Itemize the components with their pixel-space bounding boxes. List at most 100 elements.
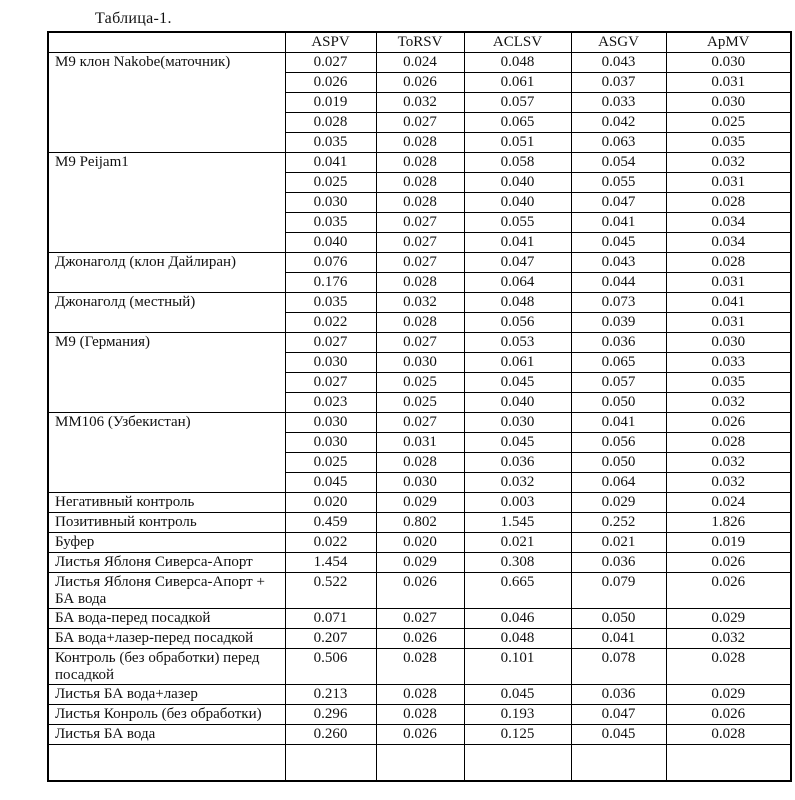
value-cell: 0.031 — [665, 312, 792, 333]
table-row: 0.027 0.025 0.045 0.057 0.035 — [48, 372, 792, 393]
value-cell: 0.036 — [463, 452, 572, 473]
value-cell: 0.030 — [284, 352, 377, 373]
value-cell: 0.027 — [375, 252, 465, 273]
value-cell: 0.308 — [463, 552, 572, 573]
column-header: ApMV — [665, 31, 792, 53]
value-cell: 0.031 — [665, 272, 792, 293]
value-cell: 0.031 — [665, 172, 792, 193]
page-title: Таблица-1. — [95, 10, 172, 27]
table-row: 0.040 0.027 0.041 0.045 0.034 — [48, 232, 792, 253]
value-cell: 0.028 — [375, 272, 465, 293]
value-cell: 0.041 — [665, 292, 792, 313]
value-cell: 0.036 — [570, 552, 667, 573]
row-label: Листья Яблоня Сиверса-Апорт + БА вода — [47, 572, 286, 609]
value-cell: 0.055 — [570, 172, 667, 193]
table-row: 0.030 0.030 0.061 0.065 0.033 — [48, 352, 792, 373]
table-row: Буфер 0.022 0.020 0.021 0.021 0.019 — [47, 532, 792, 553]
value-cell: 0.050 — [570, 452, 667, 473]
value-cell: 0.034 — [665, 212, 792, 233]
value-cell: 0.054 — [570, 152, 667, 173]
table-row: 0.035 0.028 0.051 0.063 0.035 — [48, 132, 792, 153]
value-cell: 0.043 — [570, 252, 667, 273]
table-row: Листья БА вода 0.260 0.026 0.125 0.045 0.028 — [47, 724, 792, 745]
table-row — [47, 744, 792, 782]
value-cell: 0.022 — [284, 312, 377, 333]
table-row: Контроль (без обработки) перед посадкой 0… — [47, 648, 792, 685]
value-cell: 0.040 — [463, 172, 572, 193]
value-cell: 0.056 — [463, 312, 572, 333]
row-label: Позитивный контроль — [47, 512, 286, 533]
value-cell: 0.057 — [570, 372, 667, 393]
value-cell: 0.260 — [284, 724, 377, 745]
value-cell: 0.047 — [463, 252, 572, 273]
value-cell: 0.506 — [284, 648, 377, 685]
column-header — [47, 31, 286, 53]
column-header: ToRSV — [375, 31, 465, 53]
value-cell — [570, 744, 667, 782]
value-cell: 0.665 — [463, 572, 572, 609]
row-label: Негативный контроль — [47, 492, 286, 513]
value-cell — [463, 744, 572, 782]
value-cell: 0.028 — [375, 152, 465, 173]
value-cell: 0.047 — [570, 704, 667, 725]
value-cell: 0.125 — [463, 724, 572, 745]
table-row: БА вода-перед посадкой 0.071 0.027 0.046 0.0… — [47, 608, 792, 629]
value-cell: 0.065 — [570, 352, 667, 373]
table-row: Джонаголд (местный) 0.035 0.032 0.048 0.073 0… — [47, 292, 792, 333]
value-cell: 0.030 — [665, 52, 792, 73]
value-cell: 0.064 — [463, 272, 572, 293]
value-cell — [665, 744, 792, 782]
value-cell: 0.029 — [665, 608, 792, 629]
column-header: ASGV — [570, 31, 667, 53]
value-cell: 0.029 — [570, 492, 667, 513]
value-cell: 0.026 — [284, 72, 377, 93]
table-row: 0.025 0.028 0.036 0.050 0.032 — [48, 452, 792, 473]
value-cell: 0.028 — [665, 648, 792, 685]
table-row: М9 (Германия) 0.027 0.027 0.053 0.036 0.030 — [47, 332, 792, 413]
value-cell: 0.031 — [665, 72, 792, 93]
value-cell: 0.028 — [665, 432, 792, 453]
row-label: БА вода+лазер-перед посадкой — [47, 628, 286, 649]
value-cell: 0.027 — [284, 332, 377, 353]
value-cell: 0.025 — [375, 372, 465, 393]
value-cell: 0.036 — [570, 684, 667, 705]
value-cell: 0.028 — [375, 648, 465, 685]
value-cell: 0.252 — [570, 512, 667, 533]
value-cell: 0.073 — [570, 292, 667, 313]
value-cell: 0.802 — [375, 512, 465, 533]
value-cell: 0.026 — [665, 552, 792, 573]
value-cell: 0.028 — [375, 704, 465, 725]
value-cell — [284, 744, 377, 782]
value-cell: 0.032 — [665, 472, 792, 493]
value-cell: 0.039 — [570, 312, 667, 333]
table-row: БА вода+лазер-перед посадкой 0.207 0.026 0.… — [47, 628, 792, 649]
value-cell: 0.040 — [284, 232, 377, 253]
column-header: ASPV — [284, 31, 377, 53]
value-cell: 0.030 — [375, 352, 465, 373]
value-cell: 0.021 — [463, 532, 572, 553]
value-cell: 0.522 — [284, 572, 377, 609]
value-cell: 0.019 — [665, 532, 792, 553]
value-cell: 0.020 — [375, 532, 465, 553]
row-label: М9 клон Nakobe(маточник) — [47, 52, 286, 153]
value-cell: 1.454 — [284, 552, 377, 573]
value-cell: 0.032 — [665, 452, 792, 473]
value-cell: 0.045 — [570, 724, 667, 745]
header-row: ASPV ToRSV ACLSV ASGV ApMV — [47, 31, 792, 53]
value-cell: 0.043 — [570, 52, 667, 73]
table-row: Листья Яблоня Сиверса-Апорт 1.454 0.029 0.3… — [47, 552, 792, 573]
value-cell: 0.213 — [284, 684, 377, 705]
value-cell: 0.041 — [463, 232, 572, 253]
value-cell: 0.026 — [665, 412, 792, 433]
value-cell: 0.028 — [375, 172, 465, 193]
value-cell: 0.027 — [284, 52, 377, 73]
value-cell: 0.022 — [284, 532, 377, 553]
value-cell: 0.031 — [375, 432, 465, 453]
row-label: Листья БА вода+лазер — [47, 684, 286, 705]
value-cell: 0.024 — [665, 492, 792, 513]
value-cell: 0.176 — [284, 272, 377, 293]
row-label: М9 Peijam1 — [47, 152, 286, 253]
value-cell: 0.064 — [570, 472, 667, 493]
table-row: М9 Peijam1 0.041 0.028 0.058 0.054 0.032 — [47, 152, 792, 253]
